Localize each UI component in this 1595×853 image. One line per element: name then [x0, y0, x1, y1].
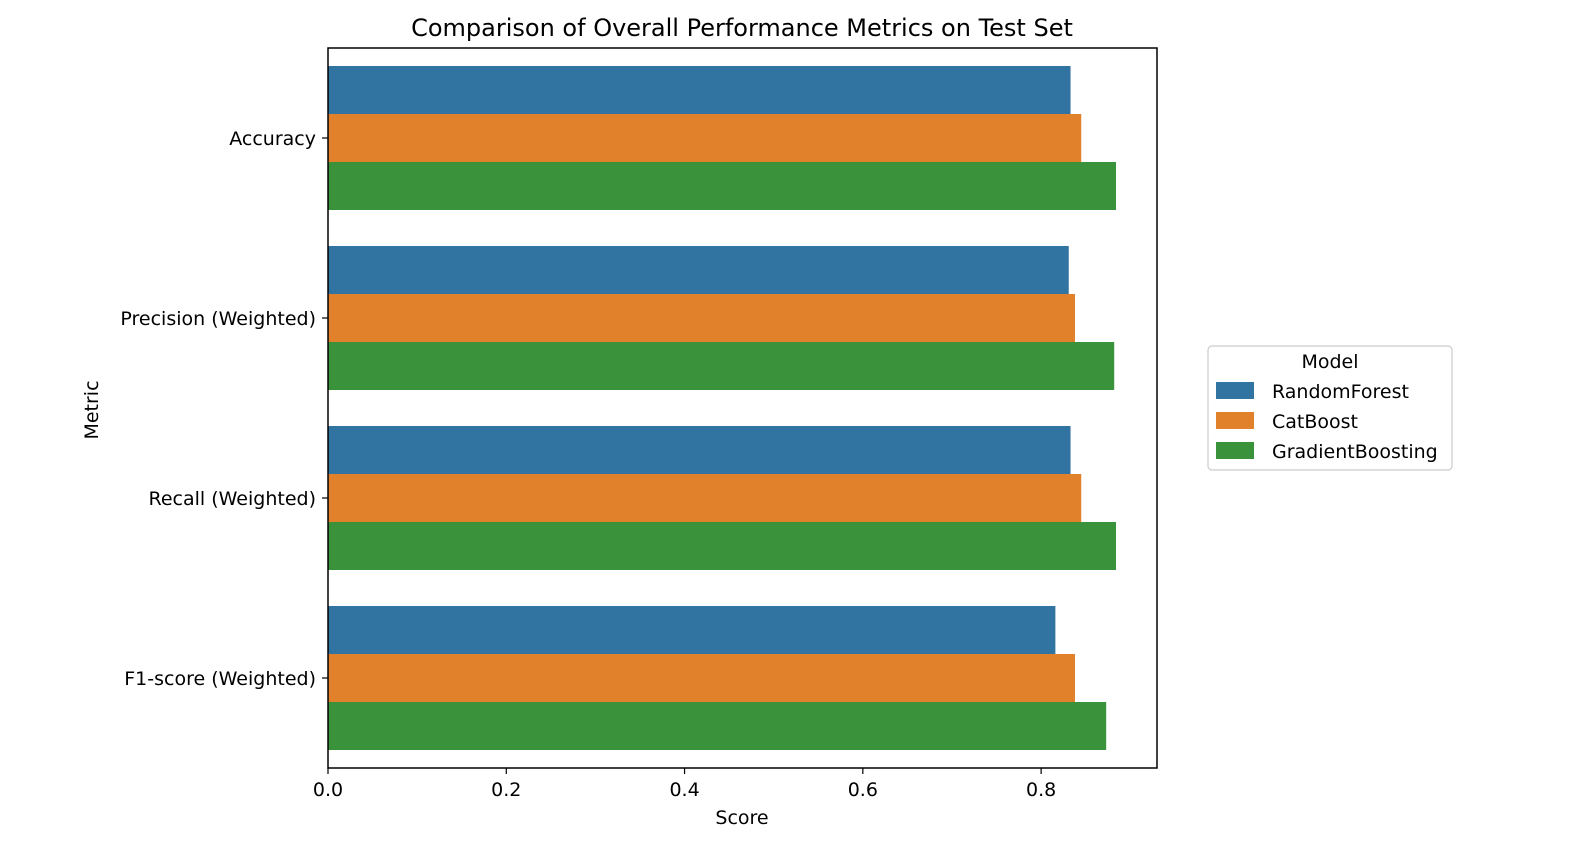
x-tick-label: 0.6 — [848, 779, 878, 801]
y-tick-label: Precision (Weighted) — [120, 308, 316, 330]
x-tick-label: 0.4 — [669, 779, 699, 801]
legend-label-catboost: CatBoost — [1272, 411, 1358, 433]
bar-catboost-1 — [328, 294, 1075, 342]
legend: Model RandomForest CatBoost GradientBoosti… — [1207, 345, 1453, 471]
bar-catboost-2 — [328, 474, 1082, 522]
bar-randomforest-0 — [328, 66, 1071, 114]
x-tick-label: 0.2 — [491, 779, 521, 801]
bar-catboost-3 — [328, 654, 1075, 702]
legend-swatch-gradientboosting — [1216, 442, 1254, 459]
x-axis-label: Score — [715, 807, 768, 829]
bar-randomforest-2 — [328, 426, 1071, 474]
bars-group — [328, 66, 1116, 750]
bar-gradientboosting-1 — [328, 342, 1115, 390]
legend-items: RandomForest CatBoost GradientBoosting — [1216, 381, 1438, 463]
chart-title: Comparison of Overall Performance Metric… — [411, 14, 1073, 42]
bar-gradientboosting-0 — [328, 162, 1116, 210]
bar-randomforest-1 — [328, 246, 1069, 294]
y-tick-label: Recall (Weighted) — [149, 488, 317, 510]
y-axis-ticks: Accuracy Precision (Weighted) Recall (Weig… — [120, 128, 328, 690]
legend-label-randomforest: RandomForest — [1272, 381, 1409, 403]
legend-box — [1207, 345, 1453, 471]
bar-catboost-0 — [328, 114, 1082, 162]
legend-swatch-randomforest — [1216, 382, 1254, 399]
bar-gradientboosting-2 — [328, 522, 1116, 570]
legend-swatch-catboost — [1216, 412, 1254, 429]
y-tick-label: F1-score (Weighted) — [124, 668, 316, 690]
legend-title: Model — [1301, 351, 1358, 373]
bar-randomforest-3 — [328, 606, 1056, 654]
x-tick-label: 0.8 — [1026, 779, 1056, 801]
legend-label-gradientboosting: GradientBoosting — [1272, 441, 1438, 463]
plot-frame — [327, 47, 1158, 769]
y-axis-label: Metric — [81, 380, 103, 439]
bar-gradientboosting-3 — [328, 702, 1107, 750]
x-tick-label: 0.0 — [313, 779, 343, 801]
y-tick-label: Accuracy — [229, 128, 316, 150]
x-axis-ticks: 0.0 0.2 0.4 0.6 0.8 — [313, 768, 1056, 801]
